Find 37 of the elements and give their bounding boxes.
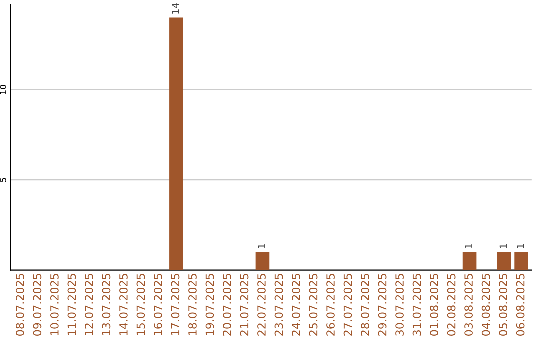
x-tick-label: 02.08.2025	[447, 274, 456, 336]
x-tick-label: 26.07.2025	[326, 274, 335, 336]
x-tick-label: 10.07.2025	[50, 274, 59, 336]
x-tick-label: 25.07.2025	[309, 274, 318, 336]
x-tick-label: 29.07.2025	[378, 274, 387, 336]
x-tick-label: 13.07.2025	[102, 274, 111, 336]
x-tick-label: 31.07.2025	[412, 274, 422, 336]
x-tick-label: 21.07.2025	[240, 274, 249, 336]
x-tick-label: 23.07.2025	[274, 274, 284, 336]
x-tick-label: 01.08.2025	[430, 274, 438, 336]
y-tick-label: 10	[0, 85, 6, 94]
x-tick-label: 04.08.2025	[482, 274, 490, 336]
x-tick-label: 05.08.2025	[499, 274, 508, 336]
x-tick-label: 16.07.2025	[154, 274, 162, 336]
x-tick-label: 12.07.2025	[84, 274, 94, 336]
x-tick-label: 30.07.2025	[396, 274, 404, 336]
x-tick-label: 08.07.2025	[16, 274, 24, 336]
x-tick-label: 28.07.2025	[361, 274, 370, 336]
x-tick-label: 27.07.2025	[344, 274, 352, 336]
data-label: 1	[517, 244, 524, 248]
y-tick-label: 5	[0, 178, 6, 182]
data-label: 1	[465, 244, 472, 248]
x-tick-label: 24.07.2025	[292, 274, 300, 336]
x-tick-label: 06.08.2025	[516, 274, 525, 336]
x-tick-label: 18.07.2025	[188, 274, 197, 336]
data-label: 14	[172, 3, 180, 14]
x-tick-label: 17.07.2025	[171, 274, 180, 336]
x-tick-label: 11.07.2025	[68, 274, 76, 336]
x-tick-label: 15.07.2025	[136, 274, 146, 336]
x-tick-label: 22.07.2025	[258, 274, 266, 336]
data-label: 1	[500, 244, 507, 248]
x-tick-label: 14.07.2025	[120, 274, 128, 336]
data-label: 1	[258, 244, 266, 248]
x-tick-label: 03.08.2025	[464, 274, 474, 336]
x-tick-label: 09.07.2025	[33, 274, 42, 336]
x-tick-label: 20.07.2025	[223, 274, 232, 336]
x-tick-label: 19.07.2025	[206, 274, 214, 336]
